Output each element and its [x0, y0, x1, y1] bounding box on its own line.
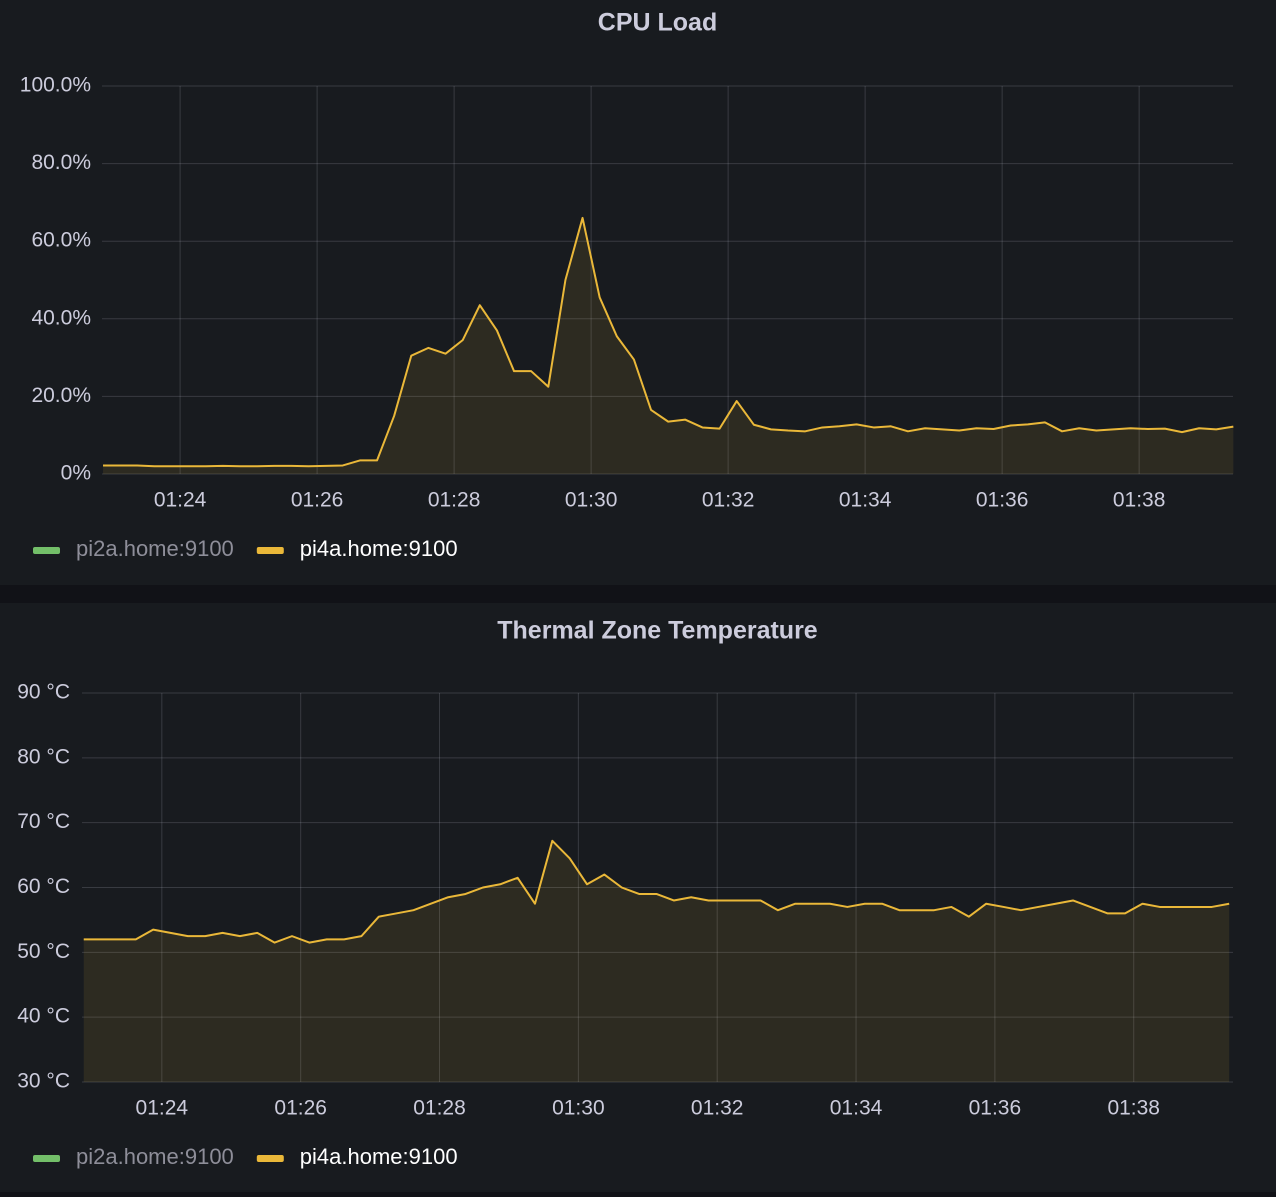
- legend-label[interactable]: pi4a.home:9100: [300, 1144, 458, 1169]
- y-tick-label: 50 °C: [17, 940, 70, 963]
- legend-label[interactable]: pi2a.home:9100: [76, 536, 234, 561]
- legend-swatch: [256, 1155, 284, 1162]
- area: [103, 217, 1234, 475]
- y-tick-label: 0%: [61, 462, 91, 485]
- x-tick-label: 01:24: [136, 1097, 189, 1120]
- x-tick-label: 01:26: [291, 489, 344, 512]
- y-tick-label: 40.0%: [31, 306, 91, 329]
- legend-swatch: [33, 547, 60, 554]
- legend-label[interactable]: pi2a.home:9100: [76, 1144, 234, 1169]
- x-tick-label: 01:30: [552, 1097, 605, 1120]
- x-tick-label: 01:36: [976, 489, 1029, 512]
- legend-swatch: [33, 1155, 60, 1162]
- y-tick-label: 80.0%: [31, 151, 91, 174]
- chart-title: Thermal Zone Temperature: [497, 617, 818, 645]
- x-tick-label: 01:26: [274, 1097, 327, 1120]
- x-tick-label: 01:28: [428, 489, 481, 512]
- panel: [0, 603, 1276, 1192]
- chart-title: CPU Load: [598, 9, 717, 37]
- x-tick-label: 01:34: [839, 489, 892, 512]
- panel: [0, 0, 1276, 585]
- line: [83, 839, 1230, 944]
- area: [83, 840, 1230, 1082]
- y-tick-label: 60 °C: [17, 875, 70, 898]
- x-tick-label: 01:28: [413, 1097, 466, 1120]
- y-tick-label: 60.0%: [31, 229, 91, 252]
- y-tick-label: 90 °C: [17, 681, 70, 704]
- x-tick-label: 01:36: [969, 1097, 1022, 1120]
- y-tick-label: 40 °C: [17, 1005, 70, 1028]
- x-tick-label: 01:32: [702, 489, 755, 512]
- x-tick-label: 01:30: [565, 489, 618, 512]
- y-tick-label: 70 °C: [17, 810, 70, 833]
- y-tick-label: 30 °C: [17, 1070, 70, 1093]
- line: [103, 216, 1234, 468]
- y-tick-label: 20.0%: [31, 384, 91, 407]
- x-tick-label: 01:38: [1113, 489, 1166, 512]
- x-tick-label: 01:38: [1107, 1097, 1160, 1120]
- x-tick-label: 01:32: [691, 1097, 744, 1120]
- x-tick-label: 01:24: [154, 489, 207, 512]
- legend-swatch: [256, 547, 284, 554]
- legend-label[interactable]: pi4a.home:9100: [300, 536, 458, 561]
- y-tick-label: 100.0%: [20, 74, 91, 97]
- x-tick-label: 01:34: [830, 1097, 883, 1120]
- y-tick-label: 80 °C: [17, 745, 70, 768]
